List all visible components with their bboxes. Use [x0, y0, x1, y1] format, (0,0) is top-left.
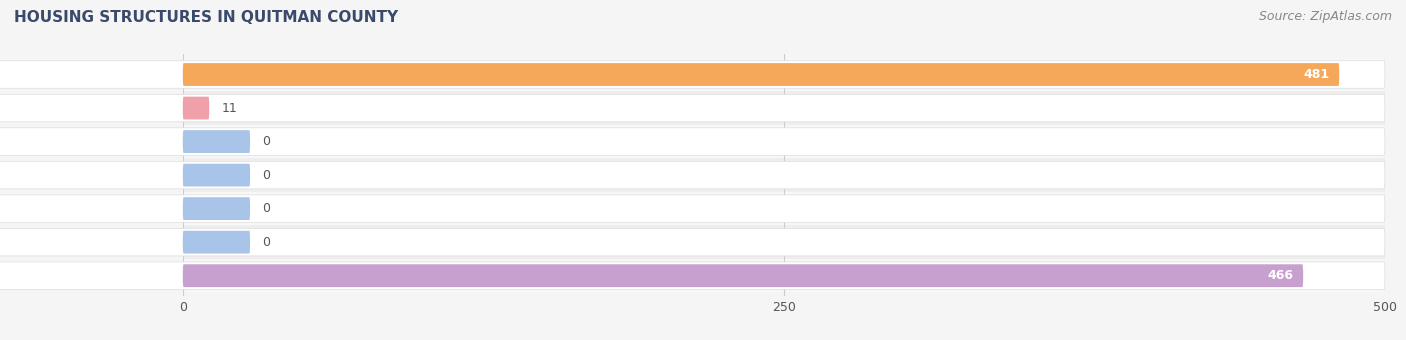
Bar	[0, 158, 1385, 192]
Text: 0: 0	[262, 169, 270, 182]
Bar	[0, 259, 1385, 292]
FancyBboxPatch shape	[183, 264, 1303, 287]
FancyBboxPatch shape	[183, 97, 209, 119]
Bar	[0, 91, 1385, 125]
FancyBboxPatch shape	[183, 197, 250, 220]
Text: 0: 0	[262, 236, 270, 249]
FancyBboxPatch shape	[0, 228, 1385, 256]
FancyBboxPatch shape	[0, 94, 1385, 122]
Text: 11: 11	[221, 102, 238, 115]
FancyBboxPatch shape	[0, 61, 1385, 88]
Text: 0: 0	[262, 202, 270, 215]
Bar	[0, 125, 1385, 158]
FancyBboxPatch shape	[183, 164, 250, 187]
FancyBboxPatch shape	[0, 162, 1385, 189]
Text: HOUSING STRUCTURES IN QUITMAN COUNTY: HOUSING STRUCTURES IN QUITMAN COUNTY	[14, 10, 398, 25]
Text: Source: ZipAtlas.com: Source: ZipAtlas.com	[1258, 10, 1392, 23]
Bar	[0, 225, 1385, 259]
FancyBboxPatch shape	[183, 231, 250, 254]
Text: 481: 481	[1303, 68, 1330, 81]
FancyBboxPatch shape	[0, 195, 1385, 222]
FancyBboxPatch shape	[0, 262, 1385, 289]
Bar	[0, 58, 1385, 91]
FancyBboxPatch shape	[183, 63, 1340, 86]
Text: 0: 0	[262, 135, 270, 148]
Bar	[0, 192, 1385, 225]
FancyBboxPatch shape	[0, 128, 1385, 155]
Text: 466: 466	[1268, 269, 1294, 282]
FancyBboxPatch shape	[183, 130, 250, 153]
